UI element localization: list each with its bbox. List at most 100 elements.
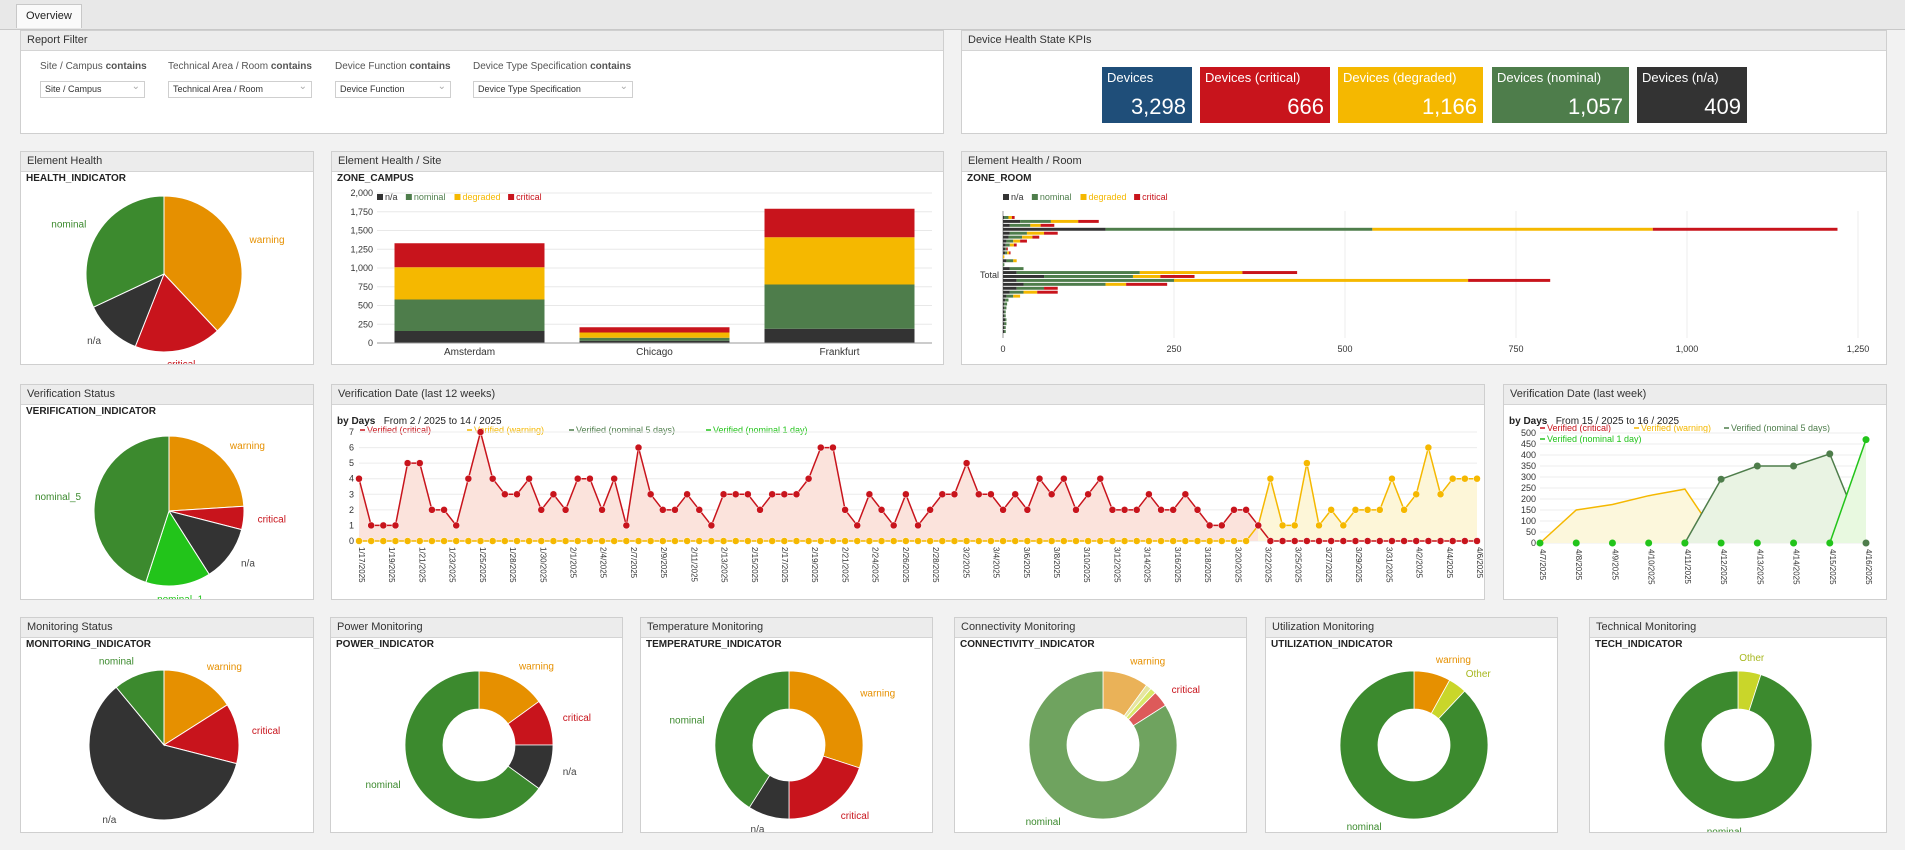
v12-x-label: 3/16/2025 (1173, 547, 1182, 583)
slice-label-warning: warning (229, 441, 265, 452)
v12-x-label: 2/21/2025 (840, 547, 849, 583)
verification-12w-panel: Verification Date (last 12 weeks) by Day… (331, 384, 1485, 600)
v1w-legend-verified-nominal-1-day: Verified (nominal 1 day) (1547, 434, 1642, 444)
v1w-nominal5-point (1862, 539, 1870, 547)
v1w-nominal1-point (1753, 539, 1761, 547)
v12-warning-point (768, 537, 776, 545)
v12-x-label: 3/4/2025 (992, 547, 1001, 579)
room-bar-segment (1003, 255, 1005, 259)
v1w-nominal1-point (1826, 539, 1834, 547)
v12-critical-point (573, 474, 582, 483)
v12-x-label: 3/8/2025 (1052, 547, 1061, 579)
v1w-x-label: 4/11/2025 (1683, 549, 1692, 585)
tab-overview[interactable]: Overview (16, 4, 82, 28)
v1w-x-label: 4/10/2025 (1647, 549, 1656, 585)
room-bar-segment (1016, 286, 1045, 290)
tab-bar: Overview (0, 0, 1905, 30)
slice-label-n-a: n/a (102, 815, 116, 826)
v12-x-label: 2/15/2025 (750, 547, 759, 583)
filter-label-function: Device Function contains (335, 61, 451, 72)
v12-x-label: 3/31/2025 (1384, 547, 1393, 583)
v12-x-label: 3/22/2025 (1263, 547, 1272, 583)
v12-critical-point (768, 490, 776, 499)
room-bar-segment (1016, 278, 1174, 282)
v12-x-label: 4/4/2025 (1445, 547, 1454, 579)
technical-donut-chart: Other nominal (1663, 653, 1813, 832)
technical-monitoring-title: Technical Monitoring (1590, 618, 1886, 638)
v1w-y-tick: 350 (1521, 461, 1536, 471)
site-y-tick: 2,000 (350, 188, 373, 198)
slice-label-warning: warning (1435, 655, 1471, 666)
v1w-nominal1-point (1645, 539, 1653, 547)
verification-12w-line-chart: Verified (critical) Verified (warning) Ver… (349, 425, 1484, 583)
v12-warning-point (537, 537, 546, 545)
slice-label-nominal-5: nominal_5 (35, 492, 82, 503)
v12-warning-point (1424, 443, 1433, 452)
slice-label-nominal: nominal (1026, 817, 1061, 828)
room-bar-segment (1105, 227, 1373, 231)
room-bar-segment (1003, 314, 1005, 318)
v1w-nominal5-point (1826, 450, 1834, 458)
slice-label-nominal: nominal (1347, 822, 1382, 833)
v12-critical-point (902, 490, 910, 499)
v12-warning-point (999, 537, 1007, 545)
v12-critical-point (683, 490, 691, 499)
v12-warning-point (731, 537, 740, 545)
element-health-site-title: Element Health / Site (332, 152, 943, 172)
pie-slice-critical (162, 704, 240, 765)
room-bar-segment (1004, 302, 1008, 306)
slice-label-warning: warning (518, 662, 554, 673)
pie-slice-nominal (85, 195, 165, 308)
utilization-monitoring-panel: Utilization Monitoring UTILIZATION_INDIC… (1265, 617, 1558, 833)
device-function-select[interactable]: Device Function (335, 79, 451, 98)
pie-slice-nominal (404, 670, 540, 820)
v12-critical-point (853, 521, 861, 530)
v12-critical-point (1436, 537, 1445, 545)
temperature-donut-chart: warning critical n/a nominal (669, 670, 895, 832)
v12-warning-point (549, 537, 558, 545)
slice-label-critical: critical (258, 514, 286, 525)
v12-warning-point (403, 537, 412, 545)
pie-slice-nominal (1663, 670, 1813, 820)
v12-warning-point (1412, 490, 1420, 499)
v12-x-label: 2/17/2025 (780, 547, 789, 583)
v12-warning-point (926, 537, 934, 545)
v12-warning-point (975, 537, 983, 545)
room-bar-segment (1003, 263, 1005, 267)
v12-warning-point (476, 537, 485, 545)
v12-critical-point (707, 521, 716, 530)
v12-warning-point (987, 537, 995, 545)
v12-critical-point (1242, 506, 1250, 514)
technical-area-select[interactable]: Technical Area / Room (168, 79, 312, 98)
v12-warning-point (379, 537, 388, 545)
v12-x-label: 3/29/2025 (1354, 547, 1363, 583)
site-x-label: Chicago (636, 347, 673, 358)
pie-slice-warning (163, 669, 229, 746)
v12-warning-point (1120, 537, 1129, 545)
v12-warning-point (804, 537, 813, 545)
room-bar-segment (1003, 275, 1045, 278)
v1w-nominal1-point (1790, 539, 1798, 547)
room-bar-segment (1016, 271, 1140, 275)
v12-critical-point (1193, 506, 1202, 514)
v1w-nominal1-point (1536, 539, 1544, 547)
v12-critical-point (671, 506, 679, 514)
site-campus-select[interactable]: Site / Campus (40, 79, 145, 98)
device-type-select[interactable]: Device Type Specification (473, 79, 633, 98)
v12-warning-point (561, 537, 570, 545)
pie-slice-warning (788, 670, 864, 769)
room-bar-segment (1009, 251, 1011, 255)
v12-x-label: 2/28/2025 (931, 547, 940, 583)
slice-label-other: Other (1739, 653, 1765, 664)
v12-warning-point (428, 537, 436, 545)
v12-warning-point (622, 537, 631, 545)
site-legend-swatch-critical (508, 194, 515, 200)
v12-warning-area (1258, 447, 1477, 541)
site-bar-chicago-critical (579, 327, 730, 333)
room-bar-segment (1008, 216, 1012, 219)
v12-warning-point (1035, 537, 1044, 545)
v12-critical-point (792, 490, 801, 499)
site-legend-n-a: n/a (385, 192, 398, 202)
v12-warning-point (1327, 506, 1335, 514)
v12-warning-point (950, 537, 959, 545)
